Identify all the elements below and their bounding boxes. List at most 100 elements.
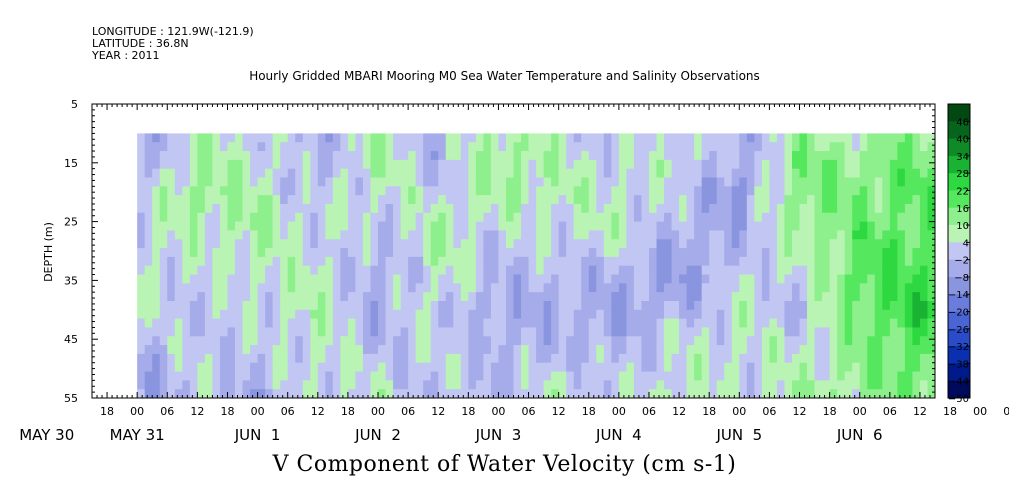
heatmap-cell: [287, 203, 296, 214]
heatmap-cell: [204, 345, 213, 355]
heatmap-cell: [167, 230, 176, 240]
heatmap-cell: [265, 274, 274, 284]
heatmap-cell: [656, 371, 665, 381]
heatmap-cell: [664, 336, 673, 346]
heatmap-cell: [558, 336, 567, 346]
heatmap-cell: [408, 248, 417, 258]
heatmap-cell: [280, 380, 289, 390]
heatmap-cell: [408, 327, 417, 337]
heatmap-cell: [543, 371, 552, 381]
heatmap-cell: [904, 230, 913, 240]
heatmap-cell: [626, 336, 635, 346]
heatmap-cell: [731, 336, 740, 346]
heatmap-cell: [656, 345, 665, 355]
heatmap-cell: [393, 212, 402, 223]
heatmap-cell: [671, 133, 680, 143]
heatmap-cell: [837, 168, 846, 178]
heatmap-cell: [648, 380, 658, 390]
heatmap-cell: [754, 389, 763, 399]
heatmap-cell: [716, 230, 725, 240]
heatmap-cell: [528, 265, 537, 276]
heatmap-cell: [521, 159, 530, 170]
heatmap-cell: [332, 309, 341, 320]
heatmap-cell: [754, 151, 763, 161]
heatmap-cell: [302, 353, 311, 364]
heatmap-cell: [543, 239, 552, 249]
heatmap-cell: [829, 203, 838, 214]
heatmap-cell: [197, 195, 206, 205]
heatmap-cell: [227, 389, 236, 399]
heatmap-cell: [174, 362, 183, 373]
heatmap-cell: [513, 248, 522, 258]
heatmap-cell: [483, 327, 492, 337]
heatmap-cell: [325, 142, 334, 152]
heatmap-cell: [235, 168, 244, 178]
heatmap-cell: [453, 327, 462, 337]
heatmap-cell: [265, 248, 274, 258]
heatmap-cell: [686, 133, 695, 143]
heatmap-cell: [648, 265, 658, 276]
heatmap-cell: [167, 327, 176, 337]
heatmap-cell: [242, 274, 251, 284]
heatmap-cell: [837, 186, 846, 196]
heatmap-cell: [746, 300, 755, 311]
heatmap-cell: [746, 186, 755, 196]
heatmap-cell: [566, 239, 575, 249]
heatmap-cell: [332, 327, 341, 337]
heatmap-cell: [867, 221, 876, 231]
heatmap-cell: [679, 248, 688, 258]
heatmap-cell: [739, 256, 748, 267]
heatmap-cell: [754, 248, 763, 258]
heatmap-cell: [362, 389, 371, 399]
heatmap-cell: [438, 389, 447, 399]
heatmap-cell: [626, 345, 635, 355]
heatmap-cell: [664, 380, 673, 390]
heatmap-cell: [490, 168, 499, 178]
heatmap-cell: [174, 212, 183, 223]
heatmap-cell: [498, 318, 507, 328]
heatmap-cell: [475, 203, 484, 214]
heatmap-cell: [716, 203, 725, 214]
heatmap-cell: [701, 362, 710, 373]
heatmap-cell: [566, 212, 575, 223]
heatmap-cell: [694, 239, 703, 249]
heatmap-cell: [596, 248, 605, 258]
heatmap-cell: [468, 221, 477, 231]
heatmap-cell: [927, 142, 936, 152]
heatmap-cell: [724, 159, 733, 170]
heatmap-cell: [227, 203, 236, 214]
heatmap-cell: [807, 151, 816, 161]
heatmap-cell: [287, 168, 296, 178]
heatmap-cell: [400, 371, 409, 381]
heatmap-cell: [581, 309, 590, 320]
heatmap-cell: [521, 186, 530, 196]
heatmap-cell: [551, 265, 560, 276]
heatmap-cell: [490, 212, 499, 223]
heatmap-cell: [340, 318, 349, 328]
heatmap-cell: [219, 353, 228, 364]
heatmap-cell: [686, 318, 695, 328]
heatmap-cell: [430, 203, 439, 214]
heatmap-cell: [483, 177, 492, 187]
heatmap-cell: [784, 274, 793, 284]
heatmap-cell: [897, 283, 906, 293]
heatmap-cell: [483, 256, 492, 267]
heatmap-cell: [219, 371, 228, 381]
heatmap-cell: [776, 380, 785, 390]
heatmap-cell: [897, 371, 906, 381]
heatmap-cell: [671, 265, 680, 276]
heatmap-cell: [754, 345, 763, 355]
heatmap-cell: [897, 142, 906, 152]
heatmap-cell: [859, 380, 868, 390]
heatmap-cell: [897, 151, 906, 161]
heatmap-cell: [250, 300, 259, 311]
heatmap-cell: [626, 300, 635, 311]
heatmap-cell: [558, 159, 567, 170]
heatmap-cell: [814, 248, 823, 258]
heatmap-cell: [152, 389, 161, 399]
heatmap-cell: [776, 345, 785, 355]
heatmap-cell: [626, 168, 635, 178]
heatmap-cell: [581, 283, 590, 293]
colorbar-label: −38: [948, 359, 969, 370]
heatmap-cell: [159, 274, 168, 284]
